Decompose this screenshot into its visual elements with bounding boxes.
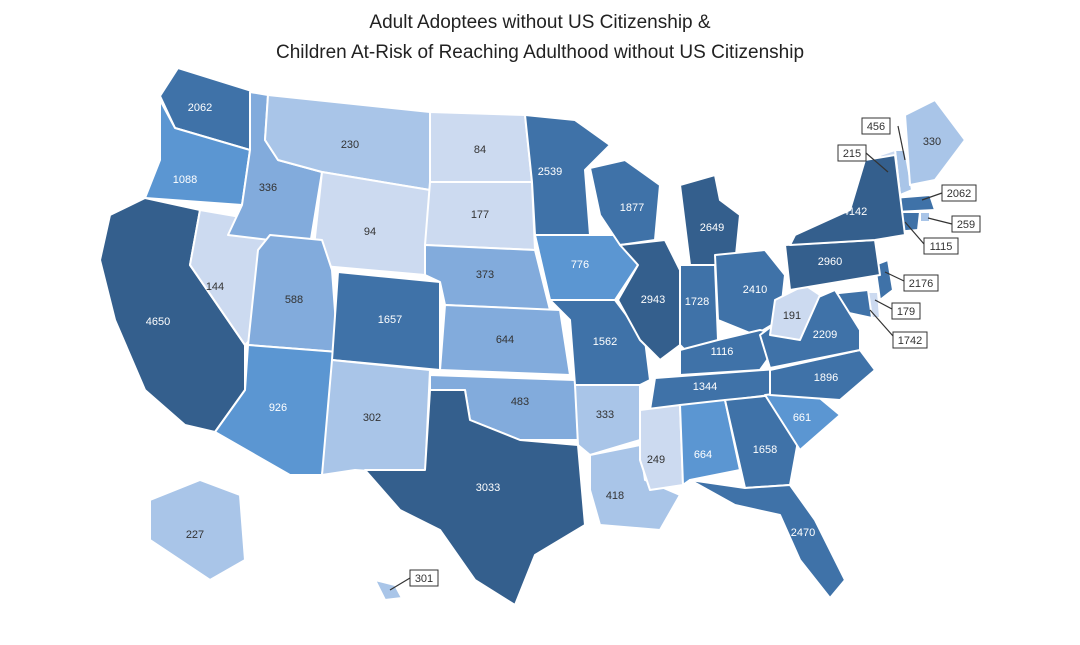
callout-value-ct: 1115: [930, 241, 953, 253]
callout-box-hi: [409, 569, 439, 587]
state-value-ok: 483: [511, 396, 529, 408]
state-ny: [789, 154, 906, 246]
callout-line-md: [869, 309, 894, 337]
map-title: Adult Adoptees without US Citizenship & …: [0, 8, 1080, 68]
state-value-ut: 588: [285, 294, 303, 306]
callout-box-ri: [951, 215, 981, 233]
state-value-va: 2209: [813, 329, 837, 341]
state-value-ne: 373: [476, 269, 494, 281]
state-value-ky: 1116: [711, 346, 734, 358]
callout-box-de: [891, 302, 921, 320]
state-value-ga: 1658: [753, 444, 777, 456]
callout-value-ri: 259: [957, 219, 975, 231]
state-value-ms: 249: [647, 454, 665, 466]
callout-box-vt: [837, 144, 867, 162]
state-me: [904, 99, 966, 186]
callout-line-ri: [927, 217, 953, 225]
state-value-la: 418: [606, 490, 624, 502]
state-value-ks: 644: [496, 334, 514, 346]
state-wi: [589, 159, 661, 246]
state-ia: [534, 234, 639, 301]
state-value-mo: 1562: [593, 336, 617, 348]
callout-box-nj: [903, 274, 939, 292]
state-ks: [439, 304, 571, 376]
state-value-nv: 144: [206, 281, 224, 293]
state-value-id: 336: [259, 182, 277, 194]
state-value-mt: 230: [341, 139, 359, 151]
state-value-wv: 191: [783, 310, 801, 322]
state-value-ny: 4142: [843, 206, 867, 218]
callout-line-hi: [389, 577, 411, 591]
state-hi: [374, 579, 403, 601]
state-value-sc: 661: [793, 412, 811, 424]
state-value-wa: 2062: [188, 102, 212, 114]
state-value-ar: 333: [596, 409, 614, 421]
state-value-mn: 2539: [538, 166, 562, 178]
state-value-wi: 1877: [620, 202, 644, 214]
callout-value-nh: 456: [867, 121, 885, 133]
state-value-pa: 2960: [818, 256, 842, 268]
callout-value-md: 1742: [898, 335, 922, 347]
state-mn: [524, 114, 611, 236]
callout-value-hi: 301: [415, 573, 433, 585]
state-ak: [149, 479, 246, 581]
callout-line-de: [874, 299, 893, 310]
callout-value-ma: 2062: [947, 188, 971, 200]
callout-line-vt: [865, 152, 889, 173]
state-value-ak: 227: [186, 529, 204, 541]
state-value-co: 1657: [378, 314, 402, 326]
state-value-oh: 2410: [743, 284, 767, 296]
state-value-il: 2943: [641, 294, 665, 306]
state-value-az: 926: [269, 402, 287, 414]
state-tx: [364, 389, 586, 606]
title-line-1: Adult Adoptees without US Citizenship &: [369, 12, 711, 33]
state-ms: [639, 404, 684, 491]
callout-box-ma: [941, 184, 977, 202]
state-value-fl: 2470: [791, 527, 815, 539]
callout-value-vt: 215: [843, 148, 861, 160]
state-value-nc: 1896: [814, 372, 838, 384]
state-mi: [679, 174, 741, 266]
state-ar: [574, 384, 641, 456]
state-value-tx: 3033: [476, 482, 500, 494]
callout-line-ma: [921, 192, 943, 201]
state-wy: [311, 171, 431, 276]
state-al: [679, 399, 741, 486]
state-value-nm: 302: [363, 412, 381, 424]
state-value-or: 1088: [173, 174, 197, 186]
callout-value-nj: 2176: [909, 278, 933, 290]
state-value-sd: 177: [471, 209, 489, 221]
callout-value-de: 179: [897, 306, 915, 318]
callout-line-nh: [897, 125, 906, 161]
state-value-wy: 94: [364, 226, 376, 238]
callout-line-nj: [884, 271, 905, 282]
state-value-al: 664: [694, 449, 712, 461]
state-value-ca: 4650: [146, 316, 170, 328]
state-fl: [689, 479, 846, 599]
callout-box-ct: [923, 237, 959, 255]
state-value-in: 1728: [685, 296, 709, 308]
state-value-tn: 1344: [693, 381, 717, 393]
state-value-mi: 2649: [700, 222, 724, 234]
title-line-2: Children At-Risk of Reaching Adulthood w…: [275, 42, 805, 63]
state-value-me: 330: [923, 136, 941, 148]
callout-box-nh: [861, 117, 891, 135]
state-value-nd: 84: [474, 144, 486, 156]
state-ri: [919, 211, 931, 223]
state-value-ia: 776: [571, 259, 589, 271]
callout-line-ct: [904, 221, 925, 245]
callout-box-md: [892, 331, 928, 349]
state-il: [617, 239, 681, 361]
